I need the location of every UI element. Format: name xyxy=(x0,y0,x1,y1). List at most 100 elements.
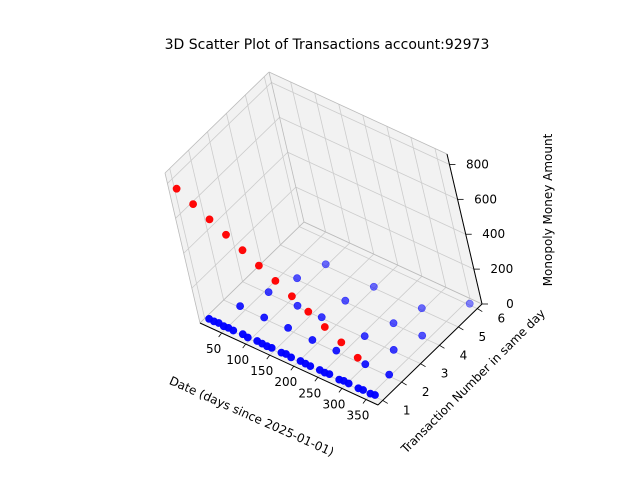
y-tick-mark xyxy=(477,308,483,312)
x-grid-line-back xyxy=(434,148,471,299)
pane-edge xyxy=(164,71,270,174)
data-point xyxy=(361,360,370,369)
data-point xyxy=(344,379,353,388)
z-grid-line-left xyxy=(167,82,272,184)
x-tick-label: 250 xyxy=(298,386,321,400)
data-point xyxy=(359,386,367,394)
data-point xyxy=(304,307,313,316)
data-point xyxy=(306,362,315,370)
x-grid-line-floor xyxy=(365,298,471,400)
x-tick-label: 200 xyxy=(274,375,297,389)
data-point xyxy=(360,332,369,340)
data-point xyxy=(287,353,295,362)
z-tick-label: 200 xyxy=(490,262,513,276)
data-point xyxy=(385,370,394,379)
z-grid-line-back xyxy=(279,116,458,200)
data-point xyxy=(254,261,263,270)
y-tick-mark xyxy=(401,381,407,386)
data-point xyxy=(229,326,238,335)
y-grid-line-left xyxy=(207,131,243,282)
back-pane xyxy=(269,72,482,304)
data-point xyxy=(287,292,296,301)
data-point xyxy=(172,184,181,193)
x-tick-mark xyxy=(362,399,367,404)
y-tick-mark xyxy=(420,363,426,368)
data-point xyxy=(236,302,244,310)
pane-edge xyxy=(199,221,305,324)
data-point xyxy=(371,391,379,399)
x-tick-mark xyxy=(314,377,319,382)
z-tick-label: 800 xyxy=(466,157,489,171)
data-point xyxy=(293,301,302,310)
x-grid-line-floor xyxy=(269,253,375,356)
data-point xyxy=(267,343,276,352)
x-axis-line xyxy=(199,322,379,406)
x-grid-line-back xyxy=(386,126,423,277)
x-grid-line-back xyxy=(410,137,447,288)
y-grid-line-left xyxy=(169,168,206,319)
data-point xyxy=(389,345,398,354)
data-point xyxy=(271,276,280,285)
x-grid-line-floor xyxy=(341,287,447,389)
z-grid-line-left xyxy=(183,151,288,254)
data-point xyxy=(222,230,230,239)
pane-edge xyxy=(164,172,201,324)
y-grid-line-left xyxy=(226,113,262,264)
x-tick-mark xyxy=(242,343,247,349)
y-grid-line-floor xyxy=(299,226,478,309)
y-tick-label: 5 xyxy=(479,330,487,344)
data-point xyxy=(264,288,273,296)
x-tick-mark xyxy=(266,354,271,360)
x-tick-mark xyxy=(338,388,343,393)
x-tick-label: 100 xyxy=(226,353,249,367)
x-tick-label: 300 xyxy=(322,397,345,411)
x-tick-label: 50 xyxy=(206,342,221,356)
y-tick-mark xyxy=(439,344,445,349)
z-tick-label: 600 xyxy=(474,192,497,206)
y-grid-line-left xyxy=(244,94,281,246)
x-grid-line-back xyxy=(290,81,327,233)
y-tick-mark xyxy=(382,400,388,404)
z-grid-line-left xyxy=(191,186,297,289)
pane-edge xyxy=(268,71,448,155)
y-grid-line-left xyxy=(263,76,300,227)
x-grid-line-floor xyxy=(293,264,399,367)
data-point xyxy=(321,260,330,269)
data-point xyxy=(243,333,252,342)
data-point xyxy=(389,319,398,328)
z-grid-line-back xyxy=(271,82,450,165)
x-grid-line-floor xyxy=(317,276,423,378)
y-tick-label: 3 xyxy=(441,367,449,381)
data-point xyxy=(317,313,326,322)
z-tick-label: 400 xyxy=(482,227,505,241)
data-points xyxy=(172,184,474,399)
data-point xyxy=(308,336,317,344)
y-grid-line-floor xyxy=(280,244,459,328)
data-point xyxy=(320,323,329,331)
y-tick-mark xyxy=(458,326,464,331)
left-pane xyxy=(165,72,304,323)
data-point xyxy=(205,215,214,224)
z-grid-line-back xyxy=(295,186,475,270)
y-tick-label: 4 xyxy=(460,348,468,362)
chart-title: 3D Scatter Plot of Transactions account:… xyxy=(165,37,490,53)
data-point xyxy=(260,313,269,322)
x-grid-line-back xyxy=(338,104,375,255)
x-grid-line-floor xyxy=(245,242,350,345)
y-grid-line-floor xyxy=(261,262,440,346)
y-grid-line-left xyxy=(188,149,225,301)
data-point xyxy=(353,353,362,362)
data-point xyxy=(332,346,341,355)
data-point xyxy=(189,200,197,208)
axis-lines xyxy=(164,71,483,406)
pane-edge xyxy=(268,71,305,223)
y-tick-label: 1 xyxy=(403,403,411,417)
data-point xyxy=(465,299,474,308)
data-point xyxy=(337,338,346,347)
data-point xyxy=(341,296,350,305)
z-tick-label: 0 xyxy=(506,297,514,311)
data-point xyxy=(369,282,378,291)
